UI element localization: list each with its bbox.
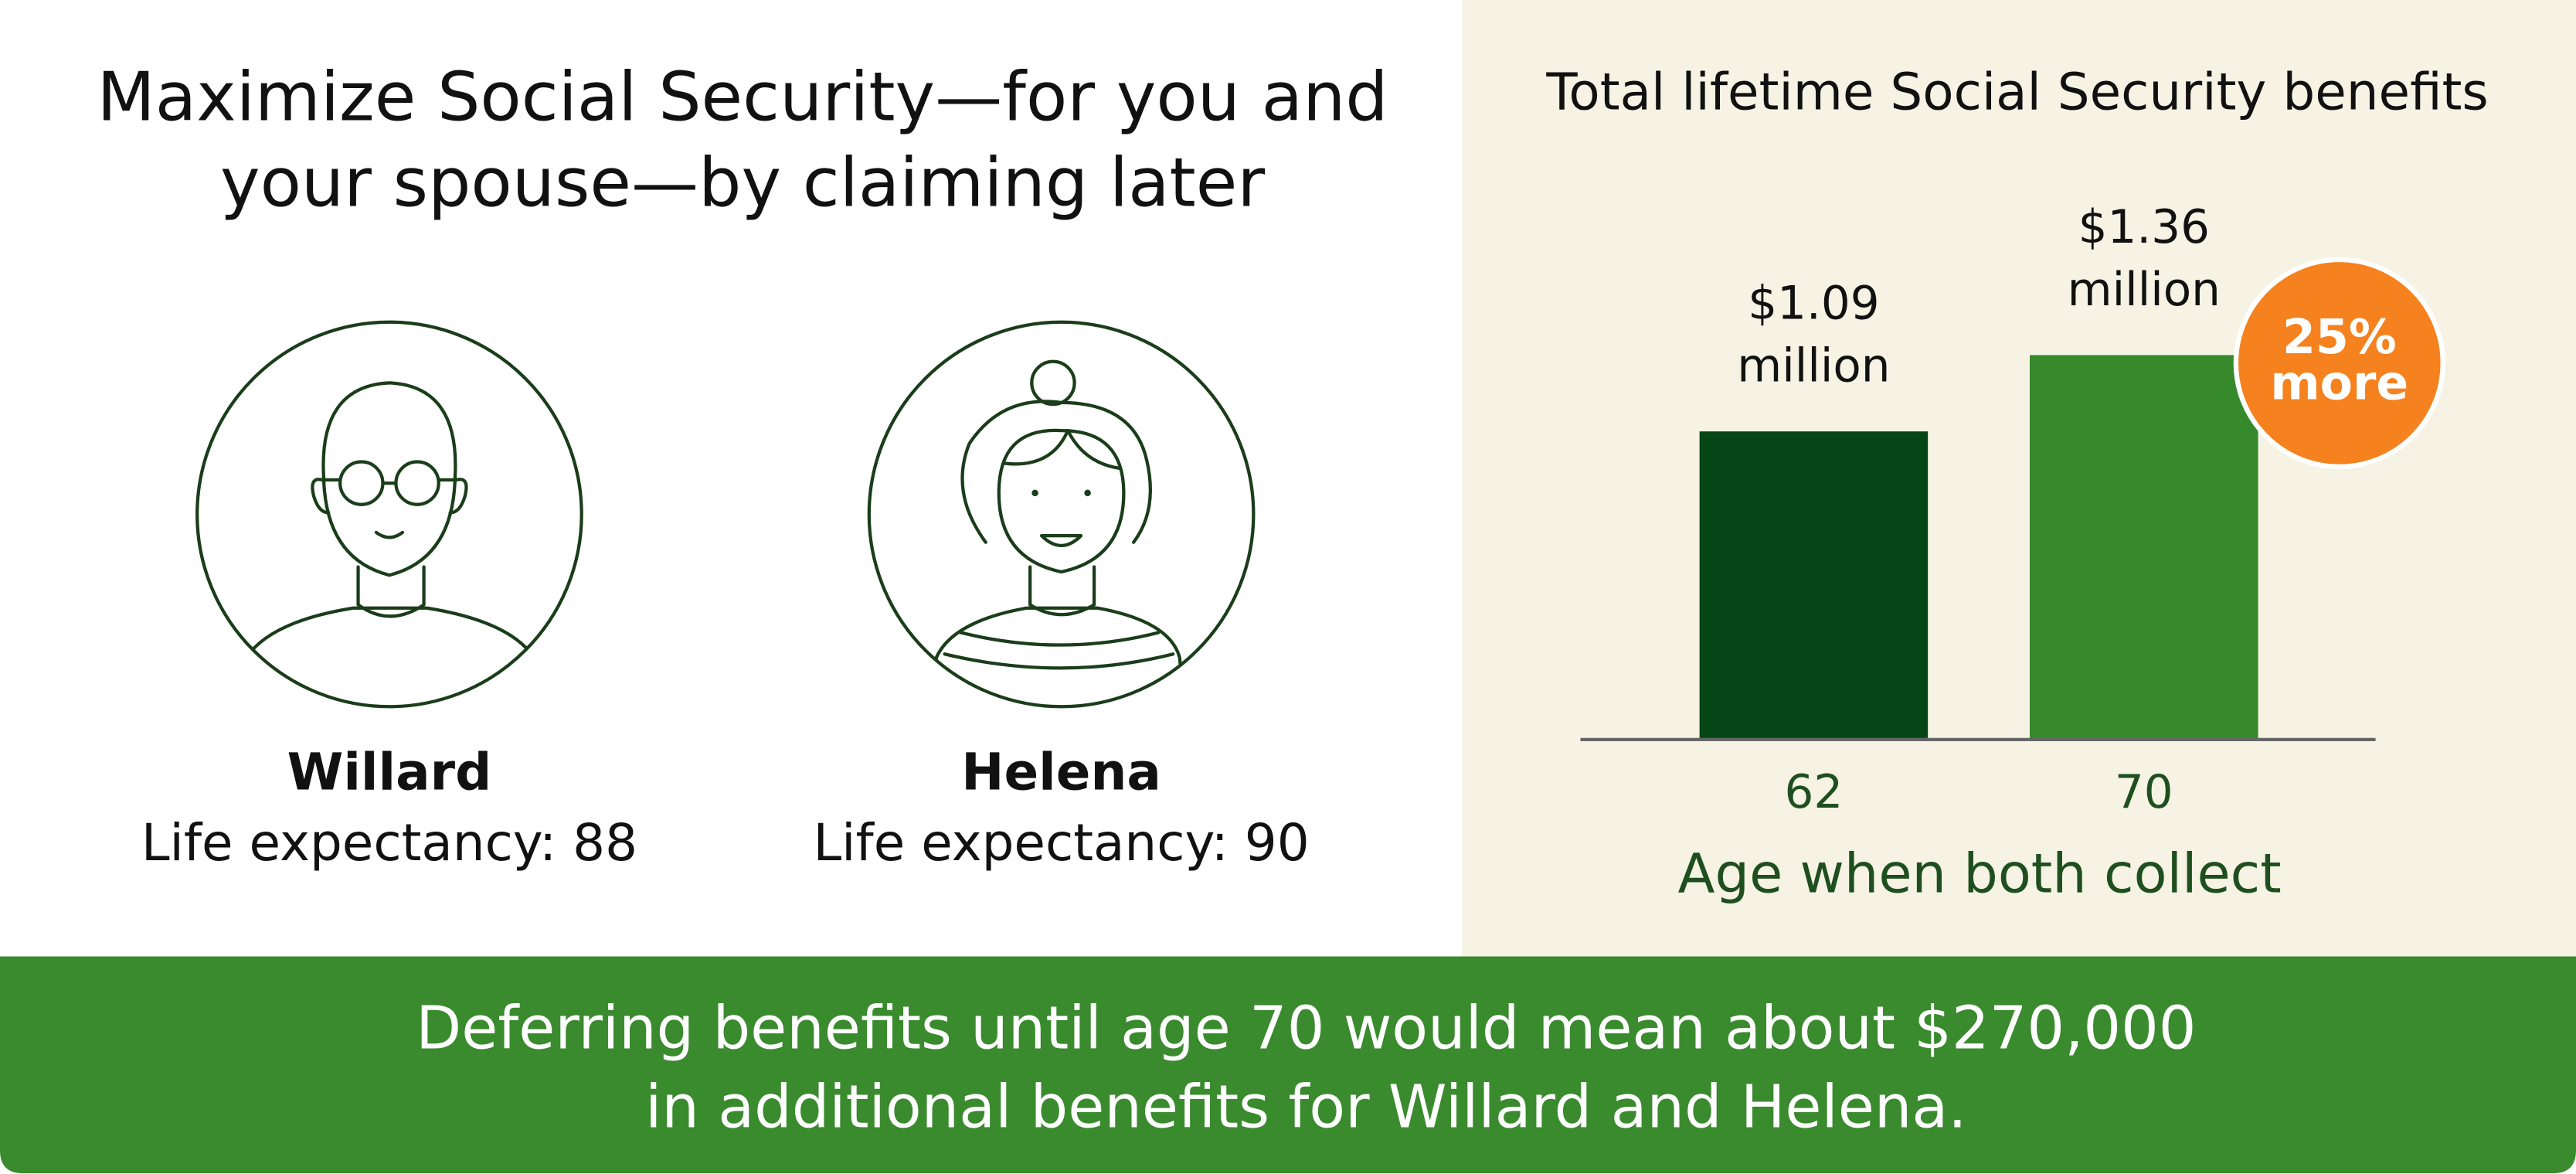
left-panel (0, 0, 1463, 957)
bar (1699, 431, 1929, 740)
value-label: $1.09 (1748, 277, 1879, 331)
footer-text: in additional benefits for Willard and H… (645, 1073, 1966, 1142)
bar (2030, 355, 2258, 740)
annotation: more (2270, 356, 2408, 411)
value-label: million (2068, 264, 2221, 317)
person-name: Willard (287, 743, 492, 802)
headline: your spouse—by claiming later (220, 143, 1265, 222)
value-label: million (1737, 339, 1890, 393)
value-label: $1.36 (2078, 201, 2210, 254)
avatar-willard (195, 320, 583, 709)
x-tick-label: 62 (1785, 766, 1844, 819)
headline: Maximize Social Security—for you and (97, 58, 1388, 137)
chart-title: Total lifetime Social Security benefits (1545, 62, 2488, 121)
x-tick-label: 70 (2115, 766, 2173, 819)
footer-text: Deferring benefits until age 70 would me… (416, 994, 2196, 1063)
person-detail: Life expectancy: 88 (141, 813, 637, 873)
person-detail: Life expectancy: 90 (813, 813, 1309, 873)
annotation: 25% (2282, 309, 2397, 365)
annotation-badge (2233, 257, 2445, 470)
x-axis-label: Age when both collect (1678, 842, 2282, 905)
footer-band (0, 956, 2576, 1174)
person-name: Helena (961, 743, 1161, 802)
right-panel (1462, 0, 2576, 957)
avatar-helena (867, 320, 1256, 709)
